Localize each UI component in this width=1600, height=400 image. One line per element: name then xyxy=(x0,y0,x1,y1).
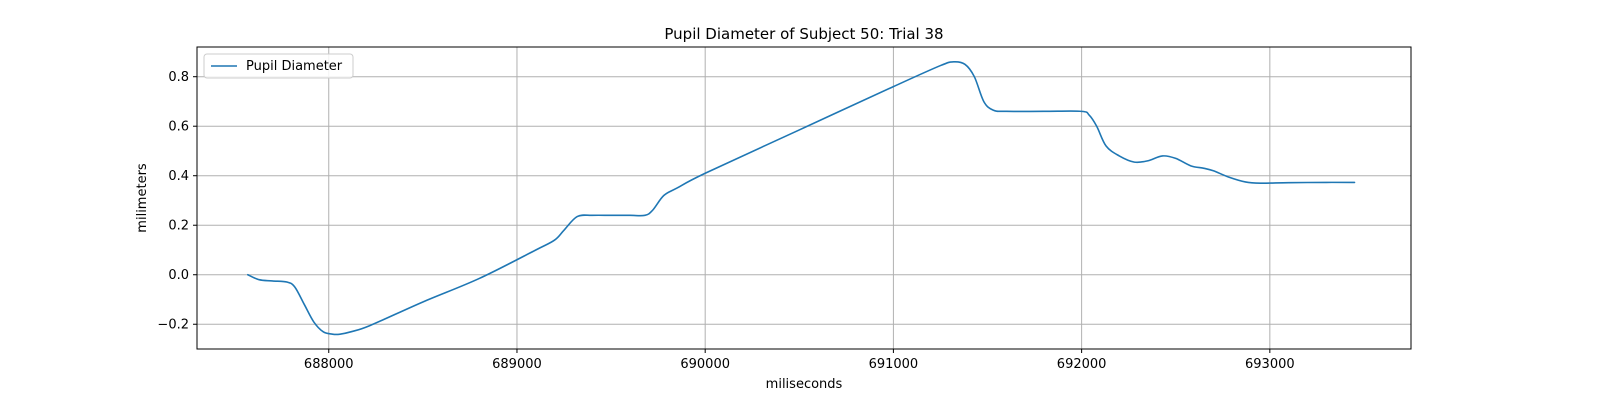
y-tick-label: 0.4 xyxy=(168,169,189,184)
series-layer xyxy=(247,60,1356,336)
legend-label-pupil-diameter: Pupil Diameter xyxy=(246,59,343,74)
chart-title: Pupil Diameter of Subject 50: Trial 38 xyxy=(664,25,943,43)
x-axis-label: miliseconds xyxy=(766,377,843,392)
legend: Pupil Diameter xyxy=(203,53,354,79)
series-line-pupil-diameter xyxy=(247,60,1356,336)
x-tick-label: 688000 xyxy=(304,357,354,372)
plot-area-frame xyxy=(196,46,1412,350)
x-tick-label: 691000 xyxy=(869,357,919,372)
x-tick-label: 692000 xyxy=(1057,357,1107,372)
y-tick-label: 0.6 xyxy=(168,120,189,135)
y-tick-label: 0.8 xyxy=(168,70,189,85)
y-axis-label: milimeters xyxy=(135,163,150,233)
grid-lines xyxy=(197,47,1411,349)
y-tick-label: −0.2 xyxy=(157,318,189,333)
legend-box xyxy=(203,53,354,79)
y-tick-label: 0.2 xyxy=(168,219,189,234)
x-tick-label: 693000 xyxy=(1245,357,1295,372)
y-tick-label: 0.0 xyxy=(168,268,189,283)
y-axis-ticks: −0.2 0.0 0.2 0.4 0.6 0.8 xyxy=(157,70,197,333)
x-axis-ticks: 688000 689000 690000 691000 692000 693000 xyxy=(304,349,1295,372)
x-tick-label: 690000 xyxy=(680,357,730,372)
x-tick-label: 689000 xyxy=(492,357,542,372)
